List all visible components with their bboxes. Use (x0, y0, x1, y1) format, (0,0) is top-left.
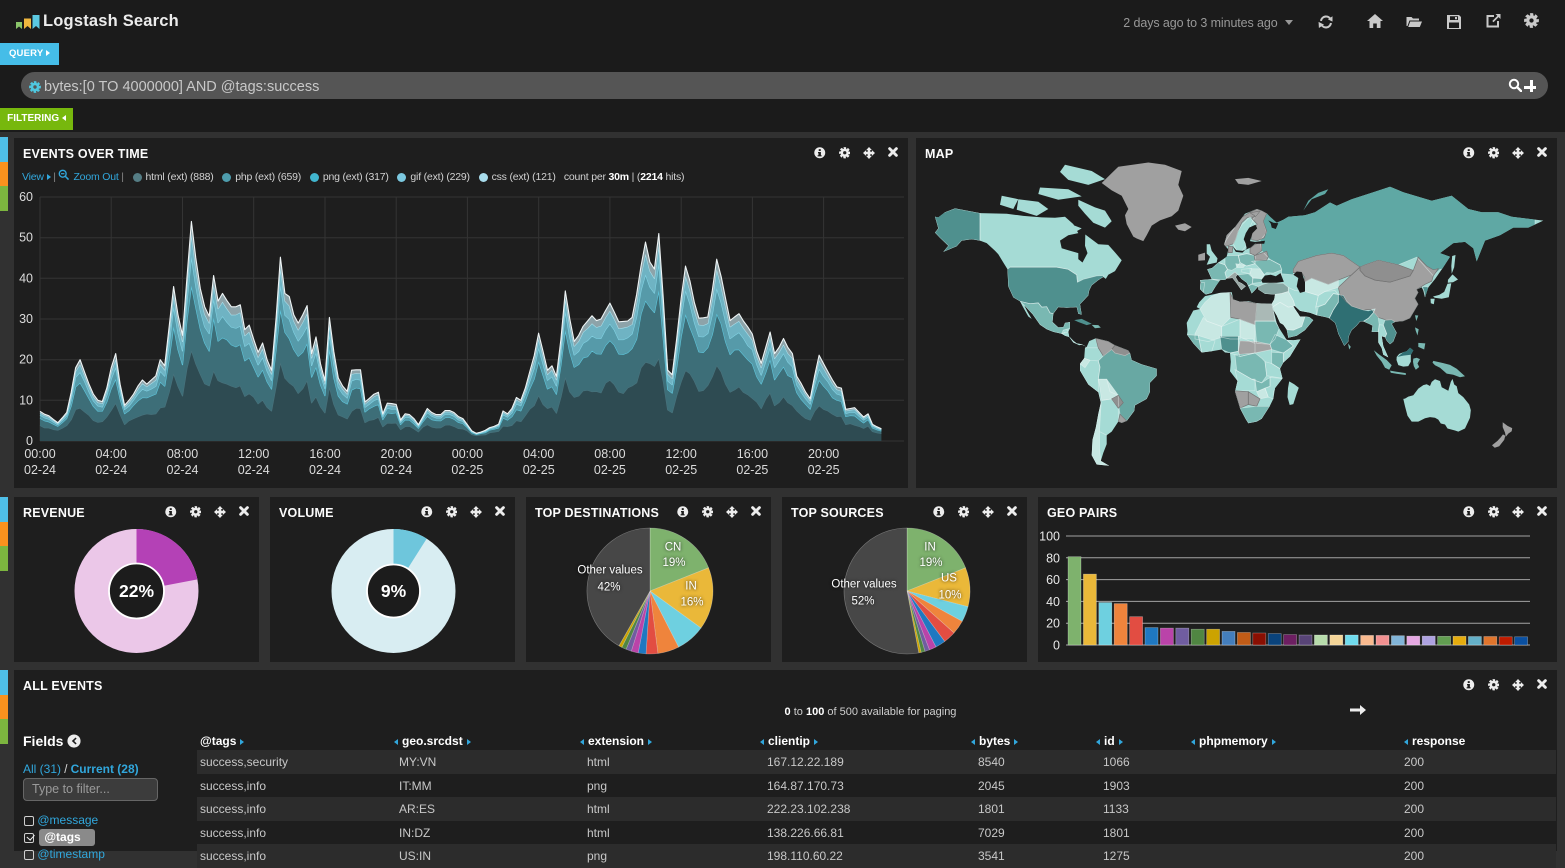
svg-text:20: 20 (19, 353, 33, 367)
svg-text:20: 20 (1046, 617, 1060, 631)
svg-text:60: 60 (19, 190, 33, 204)
svg-text:16:00: 16:00 (737, 447, 768, 461)
svg-text:02-24: 02-24 (167, 463, 199, 477)
svg-text:CN: CN (665, 542, 682, 554)
svg-text:US: US (941, 573, 957, 585)
svg-text:IN: IN (685, 581, 697, 593)
svg-text:02-25: 02-25 (736, 463, 768, 477)
svg-text:12:00: 12:00 (666, 447, 697, 461)
svg-text:02-25: 02-25 (665, 463, 697, 477)
svg-text:16:00: 16:00 (309, 447, 340, 461)
svg-text:00:00: 00:00 (452, 447, 483, 461)
svg-text:02-24: 02-24 (95, 463, 127, 477)
svg-text:02-25: 02-25 (594, 463, 626, 477)
svg-text:02-24: 02-24 (24, 463, 56, 477)
svg-text:40: 40 (1046, 595, 1060, 609)
svg-text:60: 60 (1046, 573, 1060, 587)
svg-text:19%: 19% (919, 557, 942, 569)
svg-text:02-25: 02-25 (451, 463, 483, 477)
svg-text:10: 10 (19, 393, 33, 407)
svg-text:100: 100 (1039, 530, 1060, 544)
svg-text:08:00: 08:00 (167, 447, 198, 461)
svg-text:00:00: 00:00 (24, 447, 55, 461)
svg-text:02-25: 02-25 (808, 463, 840, 477)
svg-text:10%: 10% (938, 590, 961, 602)
svg-text:12:00: 12:00 (238, 447, 269, 461)
svg-text:52%: 52% (851, 596, 874, 608)
svg-text:02-25: 02-25 (523, 463, 555, 477)
svg-text:04:00: 04:00 (96, 447, 127, 461)
svg-text:02-24: 02-24 (309, 463, 341, 477)
svg-text:40: 40 (19, 271, 33, 285)
svg-text:02-24: 02-24 (380, 463, 412, 477)
svg-text:50: 50 (19, 231, 33, 245)
svg-text:08:00: 08:00 (594, 447, 625, 461)
svg-text:Other values: Other values (577, 565, 642, 577)
svg-text:20:00: 20:00 (381, 447, 412, 461)
svg-text:16%: 16% (680, 597, 703, 609)
svg-text:80: 80 (1046, 551, 1060, 565)
svg-text:9%: 9% (381, 581, 407, 601)
svg-text:22%: 22% (119, 581, 154, 601)
svg-text:30: 30 (19, 312, 33, 326)
svg-text:0: 0 (1053, 639, 1060, 653)
svg-text:IN: IN (924, 542, 936, 554)
svg-text:20:00: 20:00 (808, 447, 839, 461)
svg-text:04:00: 04:00 (523, 447, 554, 461)
svg-text:02-24: 02-24 (238, 463, 270, 477)
svg-text:0: 0 (26, 434, 33, 448)
svg-text:19%: 19% (662, 557, 685, 569)
svg-text:42%: 42% (597, 582, 620, 594)
svg-text:Other values: Other values (831, 579, 896, 591)
